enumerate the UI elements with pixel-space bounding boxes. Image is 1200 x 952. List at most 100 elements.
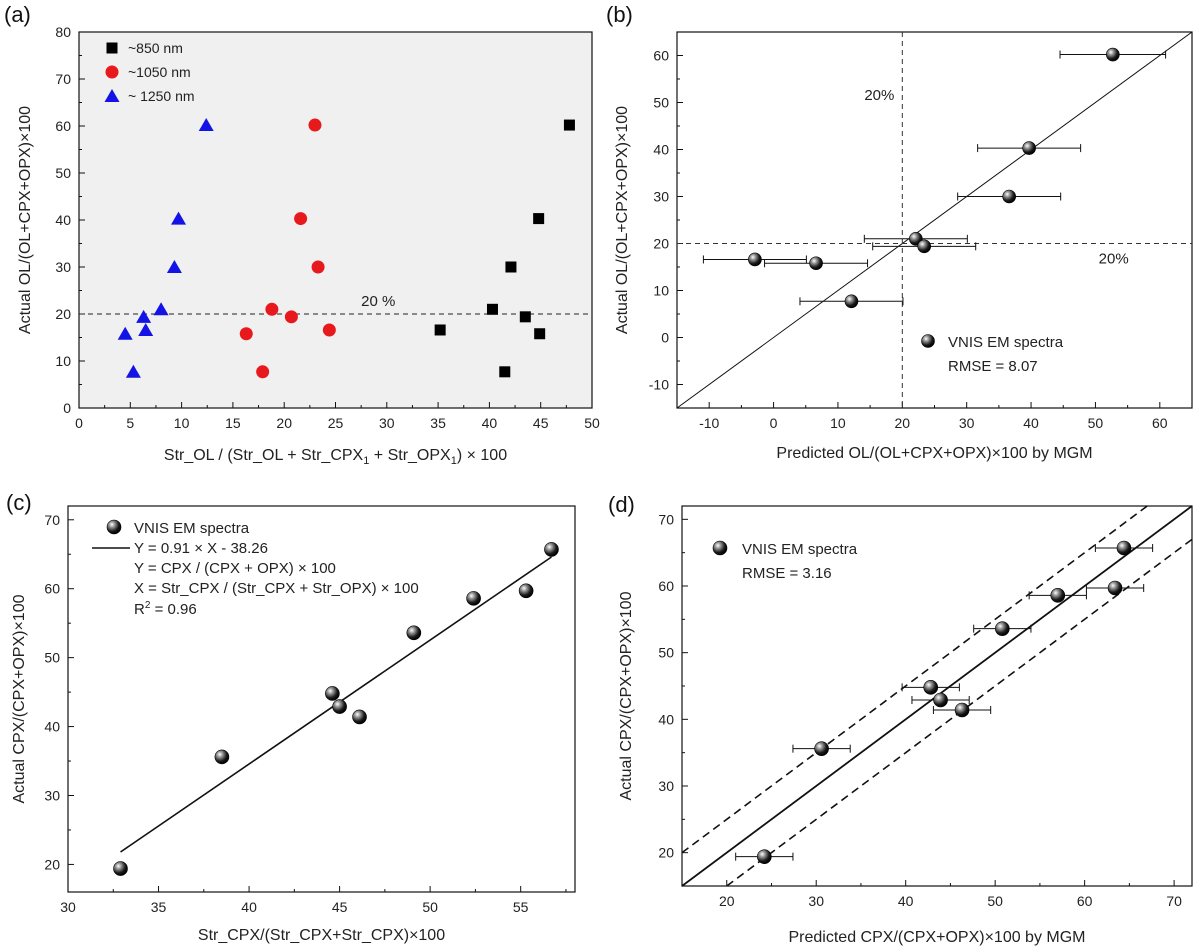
y-tick-label: 60 [55,118,71,134]
x-tick-label: 50 [987,893,1003,909]
y-tick-label: 30 [55,259,71,275]
data-point [544,542,559,557]
y-tick-label: 40 [653,142,669,158]
x-tick-label: 20 [719,893,735,909]
legend-label: ~ 1250 nm [128,88,195,104]
upper-bound-line [681,505,1148,854]
legend-label: VNIS EM spectra [948,334,1064,351]
legend-label: ~1050 nm [128,64,191,80]
r-squared-value: = 0.96 [150,601,196,618]
x-tick-label: 30 [959,415,975,431]
rmse-label: RMSE = 3.16 [742,565,832,582]
y-tick-label: 50 [653,95,669,111]
data-point [136,309,152,323]
threshold-label-horizontal: 20% [1099,251,1129,268]
r-squared-superscript: 2 [145,600,151,611]
y-tick-label: 50 [44,650,60,666]
panel-label: (d) [608,492,635,517]
y-tick-label: 70 [44,512,60,528]
x-tick-label: 20 [895,415,911,431]
y-tick-label: 30 [653,189,669,205]
y-tick-label: 30 [44,788,60,804]
rmse-label: RMSE = 8.07 [948,358,1038,375]
y-axis-label: Actual CPX/(CPX+OPX)×100 [11,594,28,803]
data-point [519,311,531,323]
x-tick-label: 0 [770,415,778,431]
data-point [125,364,141,378]
x-tick-label: 20 [276,415,292,431]
data-point [406,625,422,641]
x-axis-label: Predicted CPX/(CPX+OPX)×100 by MGM [789,929,1086,946]
x-tick-label: 35 [151,899,167,915]
panel-label: (a) [4,2,31,27]
data-point [434,324,446,336]
x-tick-label: 50 [584,415,600,431]
data-point [505,261,517,273]
panel-a: 0 5 10 15 20 25 30 35 40 45 50 0 10 20 30 40 50 60 70 80 Act… [4,2,600,467]
y-tick-label: 40 [44,719,60,735]
y-tick-label: 0 [63,400,71,416]
x-tick-label: 60 [1077,893,1093,909]
data-point [153,302,169,316]
x-tick-label: 30 [379,415,395,431]
data-point [1022,141,1036,155]
data-point [954,702,970,718]
data-point [534,328,546,340]
data-point [332,699,347,714]
x-axis-label-subscript: 1 [363,455,369,467]
data-point [563,119,575,131]
x-tick-label: 35 [430,415,446,431]
x-tick-label: 40 [482,415,498,431]
x-tick-label: 15 [225,415,241,431]
data-point [308,118,322,132]
x-axis-label-part: ) × 100 [457,447,507,464]
data-point [284,310,298,324]
data-point [466,591,481,606]
data-point [166,260,182,273]
x-tick-label: 40 [1023,415,1039,431]
data-point [214,749,230,765]
x-tick-label: 55 [513,899,529,915]
x-axis-label: Str_CPX/(Str_CPX+Str_CPX)×100 [198,927,445,944]
threshold-label-vertical: 20% [864,87,894,104]
threshold-label: 20 % [361,293,395,310]
data-point [325,686,340,701]
y-tick-label: 60 [44,581,60,597]
data-point [1050,588,1066,603]
data-point [113,861,128,876]
y-tick-label: 20 [653,236,669,252]
y-axis-label: Actual OL/(OL+CPX+OPX)×100 [614,106,631,334]
r-squared-label: R2 = 0.96 [134,600,197,618]
data-point [921,334,935,348]
x-tick-label: 40 [241,899,257,915]
y-tick-label: 40 [658,711,674,727]
x-tick-label: 60 [1152,415,1168,431]
panel-b: -10 0 10 20 30 40 50 60 -10 0 10 20 30 40 50 60 Actual O… [606,2,1193,462]
data-point [239,327,253,341]
x-axis-label-part: Str_OL / (Str_OL + Str_CPX [164,447,364,464]
x-tick-label: 50 [422,899,438,915]
x-tick-label: 10 [830,415,846,431]
x-tick-label: 30 [808,893,824,909]
data-point [533,213,545,225]
y-tick-label: 20 [55,306,71,322]
x-tick-label: 45 [332,899,348,915]
data-point [814,741,829,756]
data-point [198,118,214,132]
r-squared-prefix: R [134,601,145,618]
plot-frame [67,505,576,893]
y-tick-label: 20 [658,845,674,861]
x-tick-label: 40 [898,893,914,909]
x-tick-label: -10 [699,415,719,431]
data-point [171,211,187,225]
data-point [757,849,772,864]
data-point [748,252,762,267]
data-point [265,302,279,316]
y-tick-label: 30 [658,778,674,794]
data-point [311,260,325,274]
data-point [104,89,120,102]
y-tick-label: 60 [658,578,674,594]
data-point [712,540,728,556]
data-point [106,42,118,54]
